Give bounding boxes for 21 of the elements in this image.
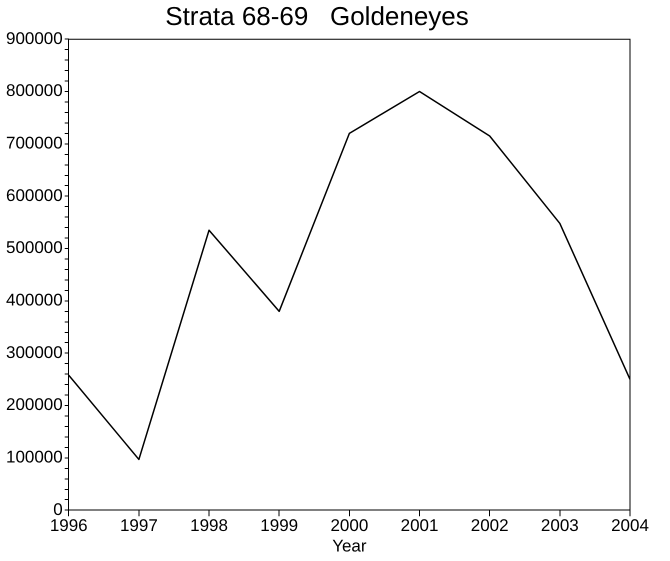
y-tick-label: 900000	[6, 28, 63, 48]
y-tick-label: 800000	[6, 81, 63, 100]
x-tick-label: 2003	[540, 516, 579, 536]
x-tick-label: 1996	[50, 516, 88, 536]
x-tick-label: 1997	[120, 516, 158, 536]
y-tick-label: 400000	[6, 290, 63, 310]
x-axis-title: Year	[332, 536, 367, 556]
x-tick-label: 2001	[400, 516, 438, 536]
x-tick-label: 2000	[330, 516, 368, 536]
x-tick-label: 2004	[611, 516, 649, 536]
x-tick-label: 1998	[190, 516, 228, 536]
x-tick-label: 2002	[470, 516, 509, 536]
x-tick-label: 1999	[260, 516, 298, 536]
y-tick-label: 200000	[6, 395, 63, 414]
chart-title: Strata 68-69 Goldeneyes	[165, 0, 469, 31]
y-tick-label: 100000	[6, 448, 63, 467]
y-tick-label: 300000	[6, 342, 63, 362]
y-tick-label: 600000	[6, 186, 63, 205]
y-tick-label: 700000	[6, 134, 63, 153]
y-tick-label: 0	[53, 500, 63, 519]
y-tick-label: 500000	[6, 238, 63, 258]
